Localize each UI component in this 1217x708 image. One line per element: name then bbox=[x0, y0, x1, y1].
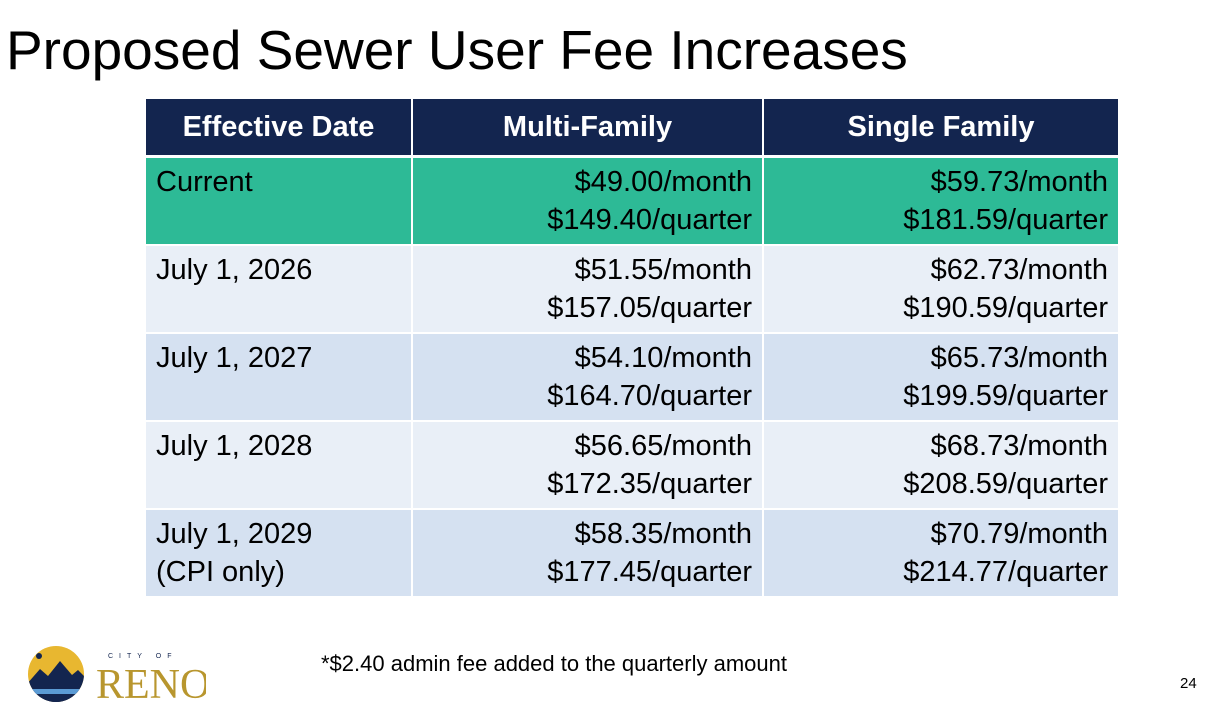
city-of-reno-logo: CITY OF RENO bbox=[26, 645, 210, 708]
cell-single-family: $70.79/month $214.77/quarter bbox=[763, 508, 1118, 598]
cell-multi-family: $49.00/month $149.40/quarter bbox=[412, 156, 764, 246]
monthly-fee: $56.65/month bbox=[574, 429, 752, 462]
monthly-fee: $49.00/month bbox=[574, 166, 752, 198]
footnote: *$2.40 admin fee added to the quarterly … bbox=[321, 651, 787, 676]
quarterly-fee: $177.45/quarter bbox=[547, 555, 752, 588]
cell-single-family: $62.73/month $190.59/quarter bbox=[763, 244, 1118, 334]
table-row: July 1, 2029 (CPI only) $58.35/month $17… bbox=[146, 508, 1118, 598]
date-text: July 1, 2028 bbox=[156, 429, 313, 462]
quarterly-fee: $172.35/quarter bbox=[547, 467, 752, 500]
cell-date: Current bbox=[146, 156, 413, 246]
table-row: July 1, 2027 $54.10/month $164.70/quarte… bbox=[146, 332, 1118, 422]
mountain-sun-logo-icon: CITY OF RENO bbox=[28, 646, 210, 708]
table-row: July 1, 2026 $51.55/month $157.05/quarte… bbox=[146, 244, 1118, 334]
cell-multi-family: $56.65/month $172.35/quarter bbox=[412, 420, 764, 510]
logo-small-text: CITY OF bbox=[108, 653, 177, 660]
quarterly-fee: $190.59/quarter bbox=[903, 291, 1108, 324]
quarterly-fee: $208.59/quarter bbox=[903, 467, 1108, 500]
table-row: July 1, 2028 $56.65/month $172.35/quarte… bbox=[146, 420, 1118, 510]
quarterly-fee: $164.70/quarter bbox=[547, 379, 752, 412]
quarterly-fee: $181.59/quarter bbox=[903, 204, 1108, 236]
cell-date: July 1, 2029 (CPI only) bbox=[146, 508, 413, 598]
quarterly-fee: $199.59/quarter bbox=[903, 379, 1108, 412]
date-text: July 1, 2026 bbox=[156, 253, 313, 286]
quarterly-fee: $149.40/quarter bbox=[547, 204, 752, 236]
cell-date: July 1, 2028 bbox=[146, 420, 413, 510]
monthly-fee: $65.73/month bbox=[930, 341, 1108, 374]
cell-single-family: $59.73/month $181.59/quarter bbox=[763, 156, 1118, 246]
page-number: 24 bbox=[1180, 675, 1197, 692]
cell-multi-family: $51.55/month $157.05/quarter bbox=[412, 244, 764, 334]
monthly-fee: $51.55/month bbox=[574, 253, 752, 286]
quarterly-fee: $214.77/quarter bbox=[903, 555, 1108, 588]
monthly-fee: $68.73/month bbox=[930, 429, 1108, 462]
fee-table: Effective Date Multi-Family Single Famil… bbox=[146, 99, 1118, 598]
cell-date: July 1, 2027 bbox=[146, 332, 413, 422]
table-header-row: Effective Date Multi-Family Single Famil… bbox=[146, 99, 1118, 158]
monthly-fee: $70.79/month bbox=[930, 517, 1108, 550]
date-note: (CPI only) bbox=[156, 555, 285, 588]
header-single-family: Single Family bbox=[763, 99, 1118, 158]
quarterly-fee: $157.05/quarter bbox=[547, 291, 752, 324]
logo-wordmark: RENO bbox=[96, 662, 206, 703]
cell-multi-family: $58.35/month $177.45/quarter bbox=[412, 508, 764, 598]
monthly-fee: $54.10/month bbox=[574, 341, 752, 374]
header-effective-date: Effective Date bbox=[146, 99, 413, 158]
header-multi-family: Multi-Family bbox=[412, 99, 764, 158]
cell-single-family: $68.73/month $208.59/quarter bbox=[763, 420, 1118, 510]
date-text: Current bbox=[156, 166, 253, 198]
date-text: July 1, 2027 bbox=[156, 341, 313, 374]
slide-title: Proposed Sewer User Fee Increases bbox=[6, 19, 908, 81]
table-row-current: Current $49.00/month $149.40/quarter $59… bbox=[146, 156, 1118, 246]
monthly-fee: $59.73/month bbox=[930, 166, 1108, 198]
cell-multi-family: $54.10/month $164.70/quarter bbox=[412, 332, 764, 422]
monthly-fee: $62.73/month bbox=[930, 253, 1108, 286]
cell-date: July 1, 2026 bbox=[146, 244, 413, 334]
cell-single-family: $65.73/month $199.59/quarter bbox=[763, 332, 1118, 422]
date-text: July 1, 2029 bbox=[156, 517, 313, 550]
monthly-fee: $58.35/month bbox=[574, 517, 752, 550]
